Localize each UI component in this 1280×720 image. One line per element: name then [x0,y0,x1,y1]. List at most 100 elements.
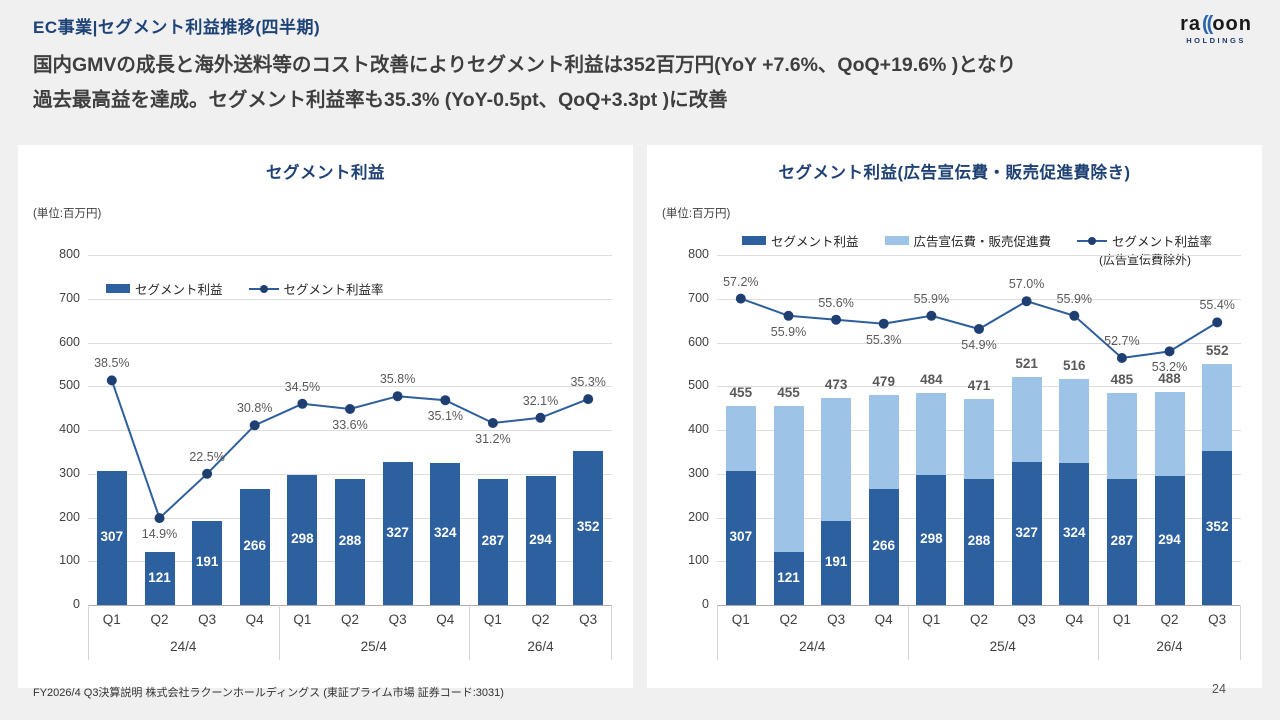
y-axis-tick-label: 400 [59,422,80,436]
x-axis-quarter-label: Q3 [198,612,217,627]
x-axis-quarter-label: Q4 [1065,612,1084,627]
bar-segment [964,479,994,605]
x-axis-quarter-label: Q1 [1112,612,1131,627]
bar-value-label: 294 [1158,531,1181,547]
bar-value-label: 307 [729,528,753,544]
page-number: 24 [1212,682,1226,696]
bar-value-label: 298 [920,530,943,546]
y-axis-tick-label: 800 [688,247,709,261]
stack-total-label: 473 [824,377,848,393]
bar-value-label: 324 [434,525,457,541]
logo-wordmark: ra((oon [1180,14,1252,34]
x-axis-quarter-label: Q1 [922,612,941,627]
line-percent-label: 32.1% [522,393,559,408]
y-axis-tick-label: 100 [59,553,80,568]
stack-total-label: 552 [1205,342,1229,358]
y-axis-tick-label: 200 [688,509,709,524]
x-axis-quarter-label: Q1 [293,612,312,627]
line-marker [735,293,746,304]
line-percent-label: 31.2% [475,432,511,446]
bar-segment [773,552,804,605]
bar-segment [477,479,508,605]
line-percent-label: 53.2% [1151,360,1188,375]
x-axis-quarter-label: Q2 [779,612,798,627]
line-percent-label: 57.0% [1008,277,1045,292]
x-axis-group-separator [1098,605,1100,660]
x-axis-year-label: 26/4 [1156,639,1183,654]
bar-segment [96,470,127,605]
line-marker [392,391,403,402]
logo-text-right: oon [1212,13,1252,35]
line-marker [583,394,594,405]
line-percent-label: 38.5% [94,356,130,371]
x-axis-group-separator [1240,605,1241,660]
x-axis-year-label: 25/4 [360,639,387,654]
line-marker [249,420,260,431]
bar-segment [144,552,175,605]
bar-segment [868,488,899,605]
segment-profit-chart-panel: セグメント利益 (単位:百万円) セグメント利益 セグメント利益率 0 100 200… [18,145,633,688]
x-axis-group-separator [88,605,89,660]
bar-segment [192,521,223,605]
gridline [717,298,1241,300]
x-axis-quarter-label: Q2 [531,612,550,627]
x-axis-quarter-label: Q3 [1208,612,1227,627]
legend-label: セグメント利益率 [1112,235,1213,249]
bar-value-label: 121 [148,569,171,585]
x-axis-group-separator [907,605,909,660]
line-percent-label: 55.3% [865,332,902,347]
bar-segment [1011,377,1042,462]
stack-total-label: 455 [729,384,753,400]
x-axis-group-separator [717,605,718,660]
legend-item: セグメント利益率 [1077,231,1212,250]
line-percent-label: 14.9% [141,527,178,542]
line-percent-label: 33.6% [332,418,368,432]
bar-value-label: 327 [1015,524,1038,540]
gridline [88,386,612,388]
legend-line-swatch [248,283,279,295]
line-marker [1021,296,1032,307]
bar-segment [725,405,756,471]
x-axis-quarter-label: Q1 [483,612,502,627]
bar-segment [821,398,852,522]
bar-segment [335,479,365,605]
headline-line-2: 過去最高益を達成。セグメント利益率も35.3% (YoY-0.5pt、QoQ+3… [33,89,728,111]
y-axis-tick-label: 100 [688,553,709,568]
unit-label: (単位:百万円) [662,208,731,220]
bar-segment [916,474,947,605]
gridline [88,430,612,431]
line-percent-label: 35.3% [570,375,606,390]
chart-title: セグメント利益 [266,164,385,182]
line-marker [202,468,213,479]
gridline [717,386,1241,388]
x-axis-group-separator [469,605,471,660]
stack-total-label: 484 [920,372,943,388]
line-percent-label: 22.5% [189,449,225,464]
line-percent-label: 54.9% [961,338,997,352]
line-percent-label: 52.7% [1104,334,1140,348]
line-marker [487,418,498,428]
plot-area: 0 100 200 300 400 500 600 700 800 307 455 121 455 191… [688,247,1241,660]
y-axis-tick-label: 500 [59,378,80,393]
line-marker [440,395,451,406]
bar-segment [1011,461,1042,605]
y-axis-tick-label: 700 [688,290,709,305]
line-percent-label: 55.9% [770,324,807,339]
bar-segment [1059,463,1090,606]
legend-item: セグメント利益率 [248,279,384,298]
headline-line-1: 国内GMVの成長と海外送料等のコスト改善によりセグメント利益は352百万円(Yo… [33,54,1017,76]
bar-value-label: 324 [1063,525,1086,541]
legend-line-marker [1088,236,1097,245]
bar-segment [773,405,804,552]
bar-value-label: 294 [529,531,552,547]
bar-value-label: 298 [291,530,314,546]
x-axis-quarter-label: Q2 [340,612,359,627]
bar-segment [964,398,994,479]
legend-label: セグメント利益率 [283,283,384,297]
y-axis-tick-label: 300 [59,465,80,480]
line-percent-label: 55.9% [913,291,950,306]
line-percent-label: 30.8% [236,401,273,416]
x-axis-quarter-label: Q3 [1017,612,1036,627]
line-percent-label: 57.2% [723,274,759,289]
gridline [717,605,1241,606]
